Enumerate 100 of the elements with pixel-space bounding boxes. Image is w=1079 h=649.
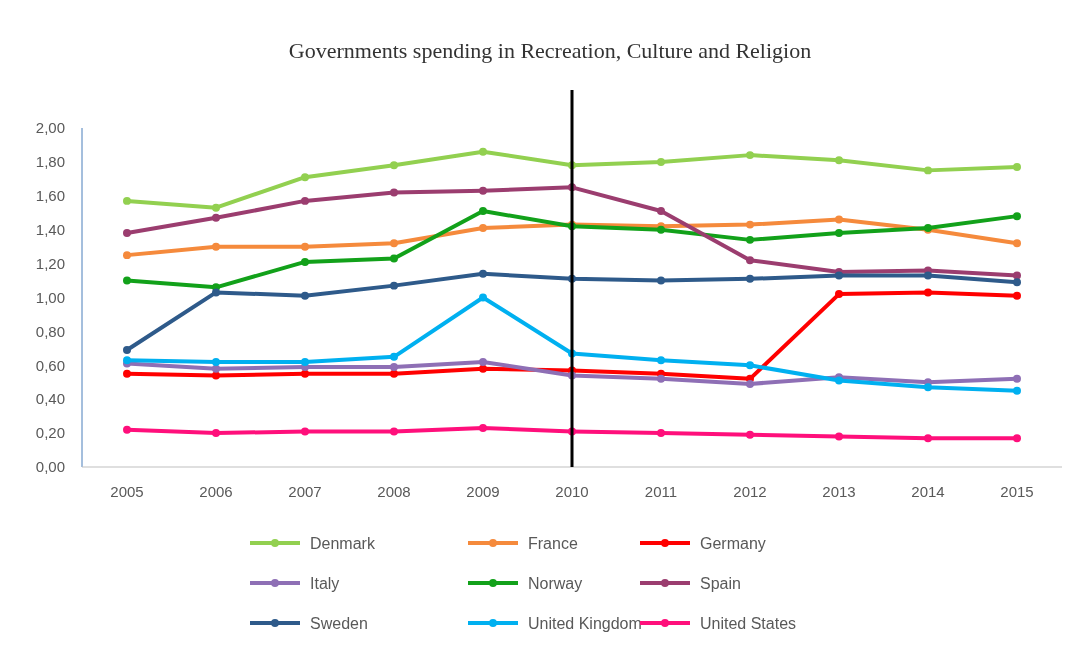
y-tick-label: 1,20 xyxy=(35,254,65,272)
point xyxy=(390,369,398,378)
legend-label: Norway xyxy=(528,574,583,592)
y-tick-label: 0,20 xyxy=(35,424,65,442)
legend-label: France xyxy=(528,534,578,552)
point xyxy=(1013,271,1021,280)
point xyxy=(390,352,398,361)
point xyxy=(1013,291,1021,300)
point xyxy=(123,425,131,434)
point xyxy=(746,361,754,370)
point xyxy=(212,364,220,373)
point xyxy=(390,363,398,371)
point xyxy=(1013,374,1021,383)
point xyxy=(835,229,843,238)
point xyxy=(657,276,665,285)
point xyxy=(212,213,220,222)
point xyxy=(301,427,309,436)
point xyxy=(123,346,131,355)
point xyxy=(746,379,754,388)
point xyxy=(301,291,309,300)
point xyxy=(479,293,487,302)
point xyxy=(657,356,665,365)
legend-label: Sweden xyxy=(310,614,368,632)
point xyxy=(390,188,398,197)
point xyxy=(301,196,309,205)
x-tick-label: 2008 xyxy=(377,483,411,500)
y-tick-label: 0,60 xyxy=(35,356,65,374)
y-tick-label: 1,60 xyxy=(35,187,65,205)
point xyxy=(479,207,487,216)
point xyxy=(212,288,220,297)
point xyxy=(301,257,309,266)
x-tick-label: 2012 xyxy=(733,483,767,500)
point xyxy=(390,161,398,170)
point xyxy=(835,432,843,441)
point xyxy=(390,281,398,290)
point xyxy=(479,269,487,278)
point xyxy=(390,427,398,436)
point xyxy=(301,242,309,251)
x-tick-label: 2015 xyxy=(1000,483,1034,500)
point xyxy=(835,290,843,299)
point xyxy=(479,186,487,195)
y-tick-label: 0,40 xyxy=(35,390,65,408)
point xyxy=(479,364,487,373)
point xyxy=(1013,239,1021,248)
y-tick-label: 0,80 xyxy=(35,322,65,340)
legend-label: Italy xyxy=(310,574,340,592)
point xyxy=(657,429,665,438)
legend-label: Spain xyxy=(700,574,741,592)
point xyxy=(479,147,487,156)
point xyxy=(212,429,220,438)
point xyxy=(746,220,754,229)
point xyxy=(212,357,220,366)
x-tick-label: 2006 xyxy=(199,483,233,500)
point xyxy=(924,288,932,297)
point xyxy=(924,383,932,392)
point xyxy=(479,357,487,366)
point xyxy=(301,369,309,378)
y-tick-label: 1,00 xyxy=(35,288,65,306)
point xyxy=(746,151,754,160)
point xyxy=(657,157,665,166)
point xyxy=(924,434,932,443)
y-tick-label: 1,80 xyxy=(35,153,65,171)
point xyxy=(123,196,131,205)
point xyxy=(1013,386,1021,395)
legend-label: Denmark xyxy=(310,534,376,552)
point xyxy=(746,274,754,283)
point xyxy=(1013,434,1021,443)
point xyxy=(123,276,131,285)
point xyxy=(746,430,754,439)
point xyxy=(212,203,220,212)
point xyxy=(123,229,131,238)
y-tick-label: 2,00 xyxy=(35,119,65,137)
point xyxy=(657,374,665,383)
x-tick-label: 2009 xyxy=(466,483,500,500)
point xyxy=(1013,163,1021,171)
chart-title: Governments spending in Recreation, Culture and Religion xyxy=(288,38,812,63)
y-tick-label: 1,40 xyxy=(35,220,65,238)
point xyxy=(657,207,665,216)
point xyxy=(301,173,309,182)
point xyxy=(390,254,398,263)
x-tick-label: 2014 xyxy=(911,483,945,500)
x-tick-label: 2011 xyxy=(644,483,678,500)
legend-label: Germany xyxy=(700,534,766,552)
point xyxy=(924,271,932,280)
point xyxy=(301,357,309,366)
point xyxy=(123,369,131,378)
x-tick-label: 2007 xyxy=(288,483,322,500)
point xyxy=(1013,212,1021,221)
x-tick-label: 2010 xyxy=(555,483,589,500)
y-tick-label: 0,00 xyxy=(35,458,65,476)
point xyxy=(479,424,487,432)
x-tick-label: 2005 xyxy=(110,483,144,500)
point xyxy=(746,235,754,244)
point xyxy=(390,239,398,248)
legend-label: United Kingdom xyxy=(528,614,642,632)
point xyxy=(1013,278,1021,287)
point xyxy=(835,156,843,165)
point xyxy=(835,215,843,224)
x-tick-label: 2013 xyxy=(822,483,856,500)
point xyxy=(212,242,220,251)
